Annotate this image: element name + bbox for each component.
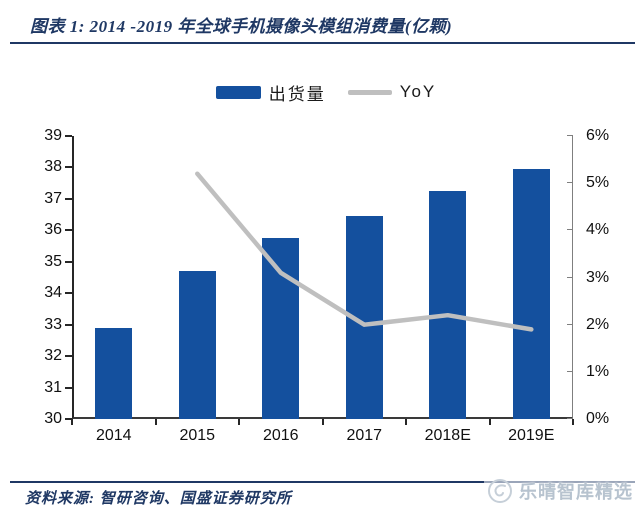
legend-item-shipments: 出货量 <box>215 80 326 105</box>
yoy-swatch-icon <box>347 89 392 95</box>
x-axis-tick <box>405 419 407 425</box>
y-axis-left-tick-label: 35 <box>44 252 62 270</box>
x-axis-tick <box>238 419 240 425</box>
y-axis-right-tick-label: 3% <box>586 268 610 286</box>
y-axis-right-tick-label: 5% <box>586 174 610 192</box>
y-axis-left-tick-label: 30 <box>44 410 62 427</box>
y-axis-left-tick-label: 33 <box>44 315 62 333</box>
y-axis-left-tick <box>65 418 72 420</box>
x-axis-label: 2014 <box>95 427 132 444</box>
x-axis-tick <box>154 419 157 425</box>
y-axis-left-tick-label: 34 <box>44 284 62 302</box>
watermark-logo-icon <box>488 479 512 503</box>
title-rule <box>10 42 635 44</box>
y-axis-left-tick-label: 36 <box>44 221 62 239</box>
bar-2015 <box>178 271 216 419</box>
x-axis-label: 2015 <box>179 427 216 444</box>
plot-area <box>72 136 573 419</box>
shipments-swatch-icon <box>215 85 261 99</box>
y-axis-left-tick <box>65 355 72 358</box>
watermark-text: 乐晴智库精选 <box>519 482 633 502</box>
watermark: 乐晴智库精选 <box>484 478 636 504</box>
y-axis-left-tick <box>65 197 72 200</box>
figure-title: 图表 1: 2014 -2019 年全球手机摄像头模组消费量(亿颗) <box>30 17 453 36</box>
x-axis-tick <box>321 419 324 425</box>
bar-2017 <box>345 216 383 419</box>
y-axis-left-tick-label: 38 <box>44 158 62 176</box>
legend-item-yoy: YoY <box>347 82 437 102</box>
x-axis-tick <box>488 419 491 425</box>
x-axis-label: 2019E <box>508 427 555 444</box>
y-axis-right-tick <box>567 135 573 136</box>
y-axis-left-tick <box>65 323 72 326</box>
y-axis-right-tick <box>567 323 573 325</box>
y-axis-left-tick <box>65 135 72 137</box>
y-axis-left-tick <box>65 166 72 169</box>
y-axis-left-tick <box>65 292 72 295</box>
y-axis-left-tick-label: 31 <box>44 378 62 396</box>
y-axis-right-tick-label: 4% <box>586 221 610 239</box>
bar-2019E <box>512 169 550 419</box>
y-axis-right-tick <box>567 276 573 278</box>
source-rule <box>10 481 635 483</box>
source-text: 资料来源: 智研咨询、国盛证券研究所 <box>25 491 292 507</box>
bar-2014 <box>95 327 133 419</box>
x-axis-label: 2016 <box>262 427 299 444</box>
legend-label-shipments: 出货量 <box>268 84 326 104</box>
y-axis-right-tick <box>567 418 573 419</box>
y-axis-right-tick-label: 2% <box>586 315 610 333</box>
y-axis-right-tick <box>567 370 573 372</box>
y-axis-left-tick-label: 37 <box>44 189 62 207</box>
x-axis-label: 2017 <box>346 427 383 444</box>
y-axis-left-tick <box>65 386 72 389</box>
bar-2016 <box>262 238 300 419</box>
y-axis-right-tick <box>567 182 573 184</box>
y-axis-right-tick-label: 0% <box>586 410 610 427</box>
y-axis-left-tick-label: 32 <box>44 347 62 365</box>
bar-2018E <box>429 191 467 419</box>
y-axis-right-tick-label: 1% <box>586 362 610 380</box>
y-axis-right-tick-label: 6% <box>586 127 610 144</box>
x-axis-tick <box>71 419 73 425</box>
y-axis-left-tick-label: 39 <box>44 127 62 144</box>
legend-label-yoy: YoY <box>399 82 437 101</box>
chart-legend: 出货量 YoY <box>6 80 640 105</box>
y-axis-left-tick <box>65 260 72 263</box>
x-axis-tick <box>572 419 574 425</box>
x-axis-label: 2018E <box>424 427 471 444</box>
y-axis-right-tick <box>567 229 573 231</box>
y-axis-left-tick <box>65 229 72 232</box>
